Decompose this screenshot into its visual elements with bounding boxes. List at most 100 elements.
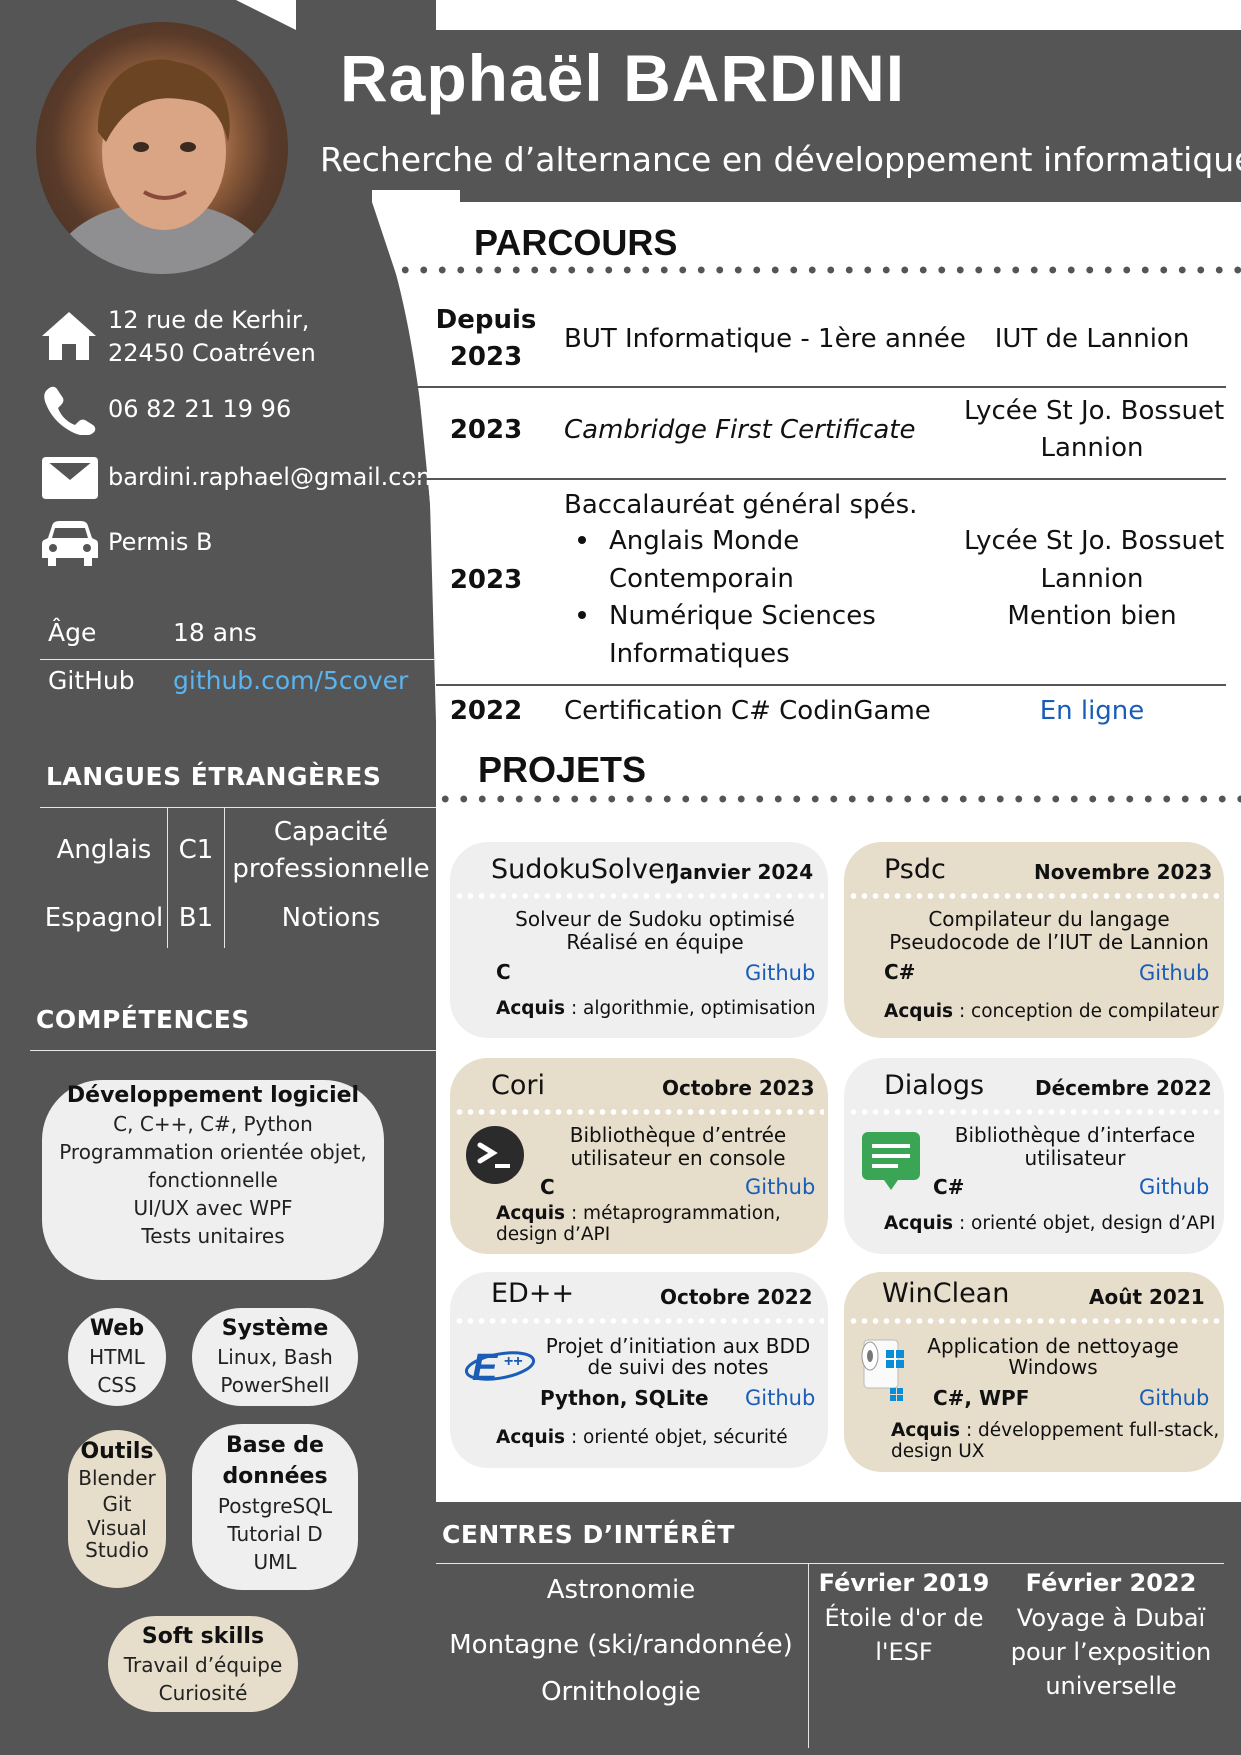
skill-item: UML [253, 1550, 297, 1574]
projects-title: PROJETS [478, 749, 647, 790]
github-link[interactable]: Github [1139, 1175, 1210, 1199]
card-dotted-divider [848, 893, 1220, 899]
phone-number[interactable]: 06 82 21 19 96 [108, 395, 292, 423]
parcours-degree: BUT Informatique - 1ère année [564, 324, 966, 354]
acquired-skills: : conception de compilateur [953, 1001, 1219, 1022]
interests-column-separator [808, 1563, 809, 1748]
skill-item: CSS [97, 1373, 137, 1397]
parcours-row-divider [396, 386, 1226, 388]
project-description: utilisateur en console [570, 1146, 786, 1170]
project-date: Janvier 2024 [672, 860, 814, 884]
languages-column-separator [167, 808, 168, 948]
project-description: Solveur de Sudoku optimisé [515, 907, 795, 931]
candidate-name: Raphaël BARDINI [340, 41, 906, 115]
project-description: Bibliothèque d’interface [954, 1123, 1196, 1147]
skill-group-web: Web HTML CSS [68, 1308, 166, 1406]
language-name: Espagnol [44, 903, 164, 933]
project-language: C [496, 960, 511, 984]
parcours-specialty: Informatiques [609, 639, 790, 669]
acquired-skills: : orienté objet, sécurité [565, 1427, 788, 1448]
project-card-edplusplus[interactable] [450, 1272, 828, 1468]
online-link[interactable]: En ligne [1039, 696, 1145, 726]
parcours-dotted-divider [396, 266, 1241, 274]
parcours-specialty: Numérique Sciences [609, 601, 876, 631]
interest-item: Astronomie [546, 1575, 696, 1605]
project-language: C [540, 1175, 555, 1199]
project-date: Novembre 2023 [1034, 860, 1213, 884]
skill-group-databases: Base de données PostgreSQL Tutorial D UM… [192, 1424, 358, 1590]
address-line-2: 22450 Coatréven [108, 339, 316, 367]
skill-item: fonctionnelle [148, 1168, 278, 1192]
interests-title: CENTRES D’INTÉRÊT [442, 1520, 735, 1549]
parcours-row-divider [396, 478, 1226, 480]
github-link[interactable]: Github [1139, 961, 1210, 985]
skill-item: Travail d’équipe [123, 1653, 283, 1677]
svg-text:++: ++ [504, 1353, 523, 1370]
project-card-winclean[interactable] [844, 1272, 1224, 1472]
phone-icon [44, 386, 96, 435]
parcours-school: Lycée St Jo. Bossuet [964, 526, 1225, 556]
event-date: Février 2019 [818, 1569, 990, 1597]
acquired-label: Acquis [884, 1213, 954, 1234]
skill-group-title: Base de [226, 1433, 324, 1458]
project-language: C# [884, 960, 916, 984]
project-description: de suivi des notes [587, 1355, 769, 1379]
project-language: C# [933, 1175, 965, 1199]
projects-dotted-divider [436, 795, 1241, 803]
interest-item: Montagne (ski/randonnée) [449, 1630, 793, 1660]
language-level: B1 [178, 903, 214, 933]
card-dotted-divider [848, 1318, 1220, 1324]
event-date: Février 2022 [1025, 1569, 1197, 1597]
acquired-skills: : orienté objet, design d’API [953, 1213, 1216, 1234]
winclean-app-icon [861, 1339, 904, 1401]
skill-group-tools: Outils Blender Git Visual Studio [68, 1430, 166, 1588]
skill-item: PowerShell [220, 1373, 330, 1397]
parcours-school: IUT de Lannion [994, 324, 1190, 354]
github-link[interactable]: Github [745, 961, 816, 985]
acquired-skills: design d’API [496, 1224, 611, 1245]
car-icon [42, 521, 98, 566]
skill-item: PostgreSQL [217, 1494, 333, 1518]
project-title: Cori [491, 1070, 545, 1101]
event-description: universelle [1045, 1672, 1177, 1700]
languages-divider [40, 807, 436, 808]
acquired-label: Acquis [496, 998, 566, 1019]
project-title: Psdc [884, 854, 946, 885]
github-link[interactable]: Github [745, 1386, 816, 1410]
card-dotted-divider [454, 893, 824, 899]
skill-item: UI/UX avec WPF [133, 1196, 293, 1220]
skill-item: Programmation orientée objet, [59, 1140, 367, 1164]
age-label: Âge [48, 618, 97, 647]
skills-divider [30, 1050, 436, 1051]
skills-title: COMPÉTENCES [36, 1005, 250, 1034]
age-value: 18 ans [173, 618, 257, 647]
parcours-specialty: Contemporain [609, 564, 794, 594]
project-description: Projet d’initiation aux BDD [545, 1334, 811, 1358]
language-description: professionnelle [232, 854, 430, 884]
acquired-label: Acquis [496, 1203, 566, 1224]
project-card-sudokusolver[interactable] [450, 842, 828, 1038]
skill-item: C, C++, C#, Python [113, 1112, 313, 1136]
skill-item: Visual [87, 1516, 147, 1540]
event-description: l'ESF [875, 1638, 933, 1666]
parcours-degree: Cambridge First Certificate [564, 415, 916, 445]
skill-item: Tests unitaires [141, 1224, 285, 1248]
project-description: Bibliothèque d’entrée [569, 1123, 787, 1147]
project-title: ED++ [491, 1278, 575, 1309]
acquired-skills: design UX [891, 1441, 985, 1462]
project-date: Décembre 2022 [1035, 1076, 1212, 1100]
skill-group-soft-skills: Soft skills Travail d’équipe Curiosité [108, 1616, 298, 1712]
github-link[interactable]: Github [1139, 1386, 1210, 1410]
project-card-psdc[interactable] [844, 842, 1224, 1038]
parcours-year: Depuis [435, 305, 537, 335]
project-description: Application de nettoyage [927, 1334, 1179, 1358]
github-link[interactable]: github.com/5cover [173, 666, 409, 695]
skill-item: Blender [78, 1466, 156, 1490]
email-icon [42, 457, 98, 499]
interests-background [436, 1502, 1241, 1755]
email-address[interactable]: bardini.raphael@gmail.com [108, 463, 440, 491]
project-title: WinClean [882, 1278, 1010, 1309]
github-link[interactable]: Github [745, 1175, 816, 1199]
parcours-specialty: Anglais Monde [609, 526, 800, 556]
event-description: Voyage à Dubaï [1016, 1604, 1206, 1632]
